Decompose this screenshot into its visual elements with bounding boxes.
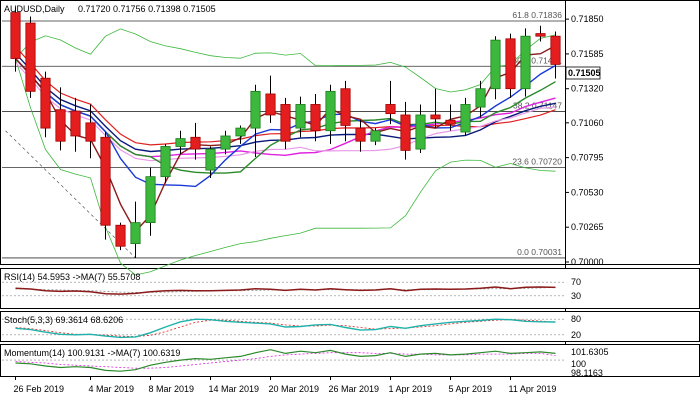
bull-candle bbox=[250, 90, 261, 129]
fibonacci-level-label: 61.8 0.71836 bbox=[512, 10, 562, 20]
candles-layer bbox=[10, 7, 561, 259]
price-axis-label: 0.71585 bbox=[571, 49, 604, 59]
bear-candle bbox=[10, 12, 21, 59]
bear-candle bbox=[115, 224, 126, 247]
momentum-header: Momentum(14) 100.9131 ->MA(7) 100.6319 bbox=[4, 348, 180, 358]
bull-candle bbox=[235, 127, 246, 137]
momentum-axis-label: 98.1163 bbox=[571, 368, 603, 378]
price-axis-label: 0.71320 bbox=[571, 84, 604, 94]
stoch-signal-line bbox=[15, 319, 556, 338]
bear-candle bbox=[340, 88, 351, 126]
bull-candle bbox=[160, 146, 171, 178]
bear-candle bbox=[430, 114, 441, 120]
bear-candle bbox=[385, 104, 396, 115]
bear-candle bbox=[25, 22, 36, 92]
time-axis-label: 26 Feb 2019 bbox=[14, 384, 65, 394]
bull-candle bbox=[205, 148, 216, 171]
bear-candle bbox=[70, 110, 81, 137]
chart-ohlc-values: 0.71720 0.71756 0.71398 0.71505 bbox=[78, 4, 216, 14]
last-price-tag-bg bbox=[565, 66, 601, 80]
bear-candle bbox=[310, 104, 321, 132]
price-axis-label: 0.71060 bbox=[571, 118, 604, 128]
bear-candle bbox=[445, 119, 456, 125]
price-axis-label: 0.70530 bbox=[571, 187, 604, 197]
momentum-axis-label: 100 bbox=[571, 359, 586, 369]
bear-candle bbox=[400, 114, 411, 151]
price-axis: 0.71850 0.71585 0.71320 0.71060 0.70795 0.705… bbox=[565, 14, 604, 267]
fibonacci-level-label: 38.2 0.71147 bbox=[513, 100, 562, 110]
bear-candle bbox=[55, 109, 66, 142]
stoch-axis-label: 80 bbox=[571, 314, 581, 324]
bear-candle bbox=[355, 127, 366, 142]
bull-candle bbox=[520, 35, 531, 90]
last-price-tag: 0.71505 bbox=[568, 68, 601, 78]
stoch-main-line bbox=[15, 318, 556, 339]
stoch-axis-label: 20 bbox=[571, 330, 581, 340]
bull-candle bbox=[370, 130, 381, 142]
time-axis-label: 14 Mar 2019 bbox=[209, 384, 260, 394]
bollinger-upper-line bbox=[15, 28, 556, 93]
rsi-axis-label: 30 bbox=[571, 291, 581, 301]
time-axis-label: 1 Apr 2019 bbox=[389, 384, 433, 394]
price-axis-label: 0.71850 bbox=[571, 14, 604, 24]
bull-candle bbox=[475, 88, 486, 108]
bull-candle bbox=[220, 135, 231, 150]
momentum-axis-label: 101.6305 bbox=[571, 347, 609, 357]
rsi-axis-label: 70 bbox=[571, 277, 581, 287]
time-axis-label: 5 Apr 2019 bbox=[449, 384, 493, 394]
chart-symbol: AUDUSD,Daily bbox=[4, 4, 65, 14]
time-axis-label: 8 Mar 2019 bbox=[149, 384, 195, 394]
bear-candle bbox=[100, 136, 111, 226]
price-axis-label: 0.70265 bbox=[571, 222, 604, 232]
bear-candle bbox=[265, 93, 276, 116]
bull-candle bbox=[175, 138, 186, 147]
fibonacci-level-label: 0.0 0.70031 bbox=[517, 247, 562, 257]
bear-candle bbox=[85, 122, 96, 142]
time-axis: 26 Feb 2019 4 Mar 2019 8 Mar 2019 14 Mar 20… bbox=[14, 376, 557, 394]
bear-candle bbox=[505, 38, 516, 90]
time-axis-label: 11 Apr 2019 bbox=[509, 384, 557, 394]
rsi-header: RSI(14) 54.5953 ->MA(7) 55.5708 bbox=[4, 272, 140, 282]
momentum-line bbox=[15, 349, 556, 372]
time-axis-label: 20 Mar 2019 bbox=[269, 384, 320, 394]
bull-candle bbox=[490, 39, 501, 90]
bull-candle bbox=[145, 176, 156, 224]
bear-candle bbox=[190, 136, 201, 150]
bull-candle bbox=[295, 104, 306, 129]
price-axis-label: 0.70000 bbox=[571, 257, 604, 267]
bull-candle bbox=[325, 90, 336, 132]
rsi-panel-frame bbox=[0, 268, 700, 309]
stoch-header: Stoch(5,3,3) 69.3614 68.6206 bbox=[4, 315, 123, 325]
fibonacci-level-label: 23.6 0.70720 bbox=[512, 156, 562, 166]
bear-candle bbox=[535, 33, 546, 37]
bear-candle bbox=[550, 35, 561, 65]
time-axis-label: 26 Mar 2019 bbox=[329, 384, 380, 394]
bull-candle bbox=[130, 222, 141, 245]
bull-candle bbox=[460, 104, 471, 133]
bear-candle bbox=[280, 104, 291, 142]
rsi-line bbox=[15, 286, 556, 295]
fibonacci-trend-line bbox=[5, 130, 136, 259]
price-axis-label: 0.70795 bbox=[571, 153, 604, 163]
price-panel-frame bbox=[0, 0, 700, 265]
bull-candle bbox=[415, 114, 426, 150]
fibonacci-level-label: 50.0 0.71491 bbox=[512, 55, 562, 65]
time-axis-label: 4 Mar 2019 bbox=[89, 384, 135, 394]
bear-candle bbox=[40, 77, 51, 129]
